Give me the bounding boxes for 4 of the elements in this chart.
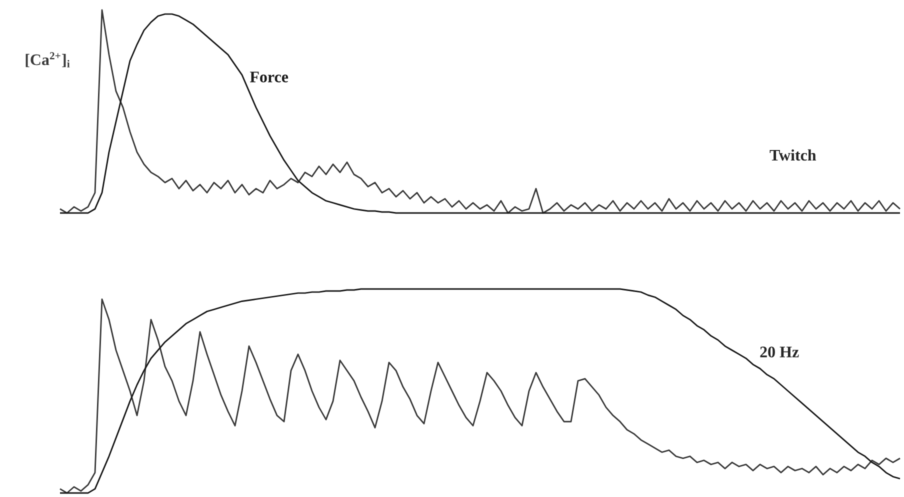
annotation: Twitch (770, 149, 816, 161)
series-label: Force (250, 72, 288, 82)
series-label: [Ca$^{2+}$]$_{i}$ (26, 52, 70, 68)
annotation: 20 Hz (760, 346, 799, 358)
